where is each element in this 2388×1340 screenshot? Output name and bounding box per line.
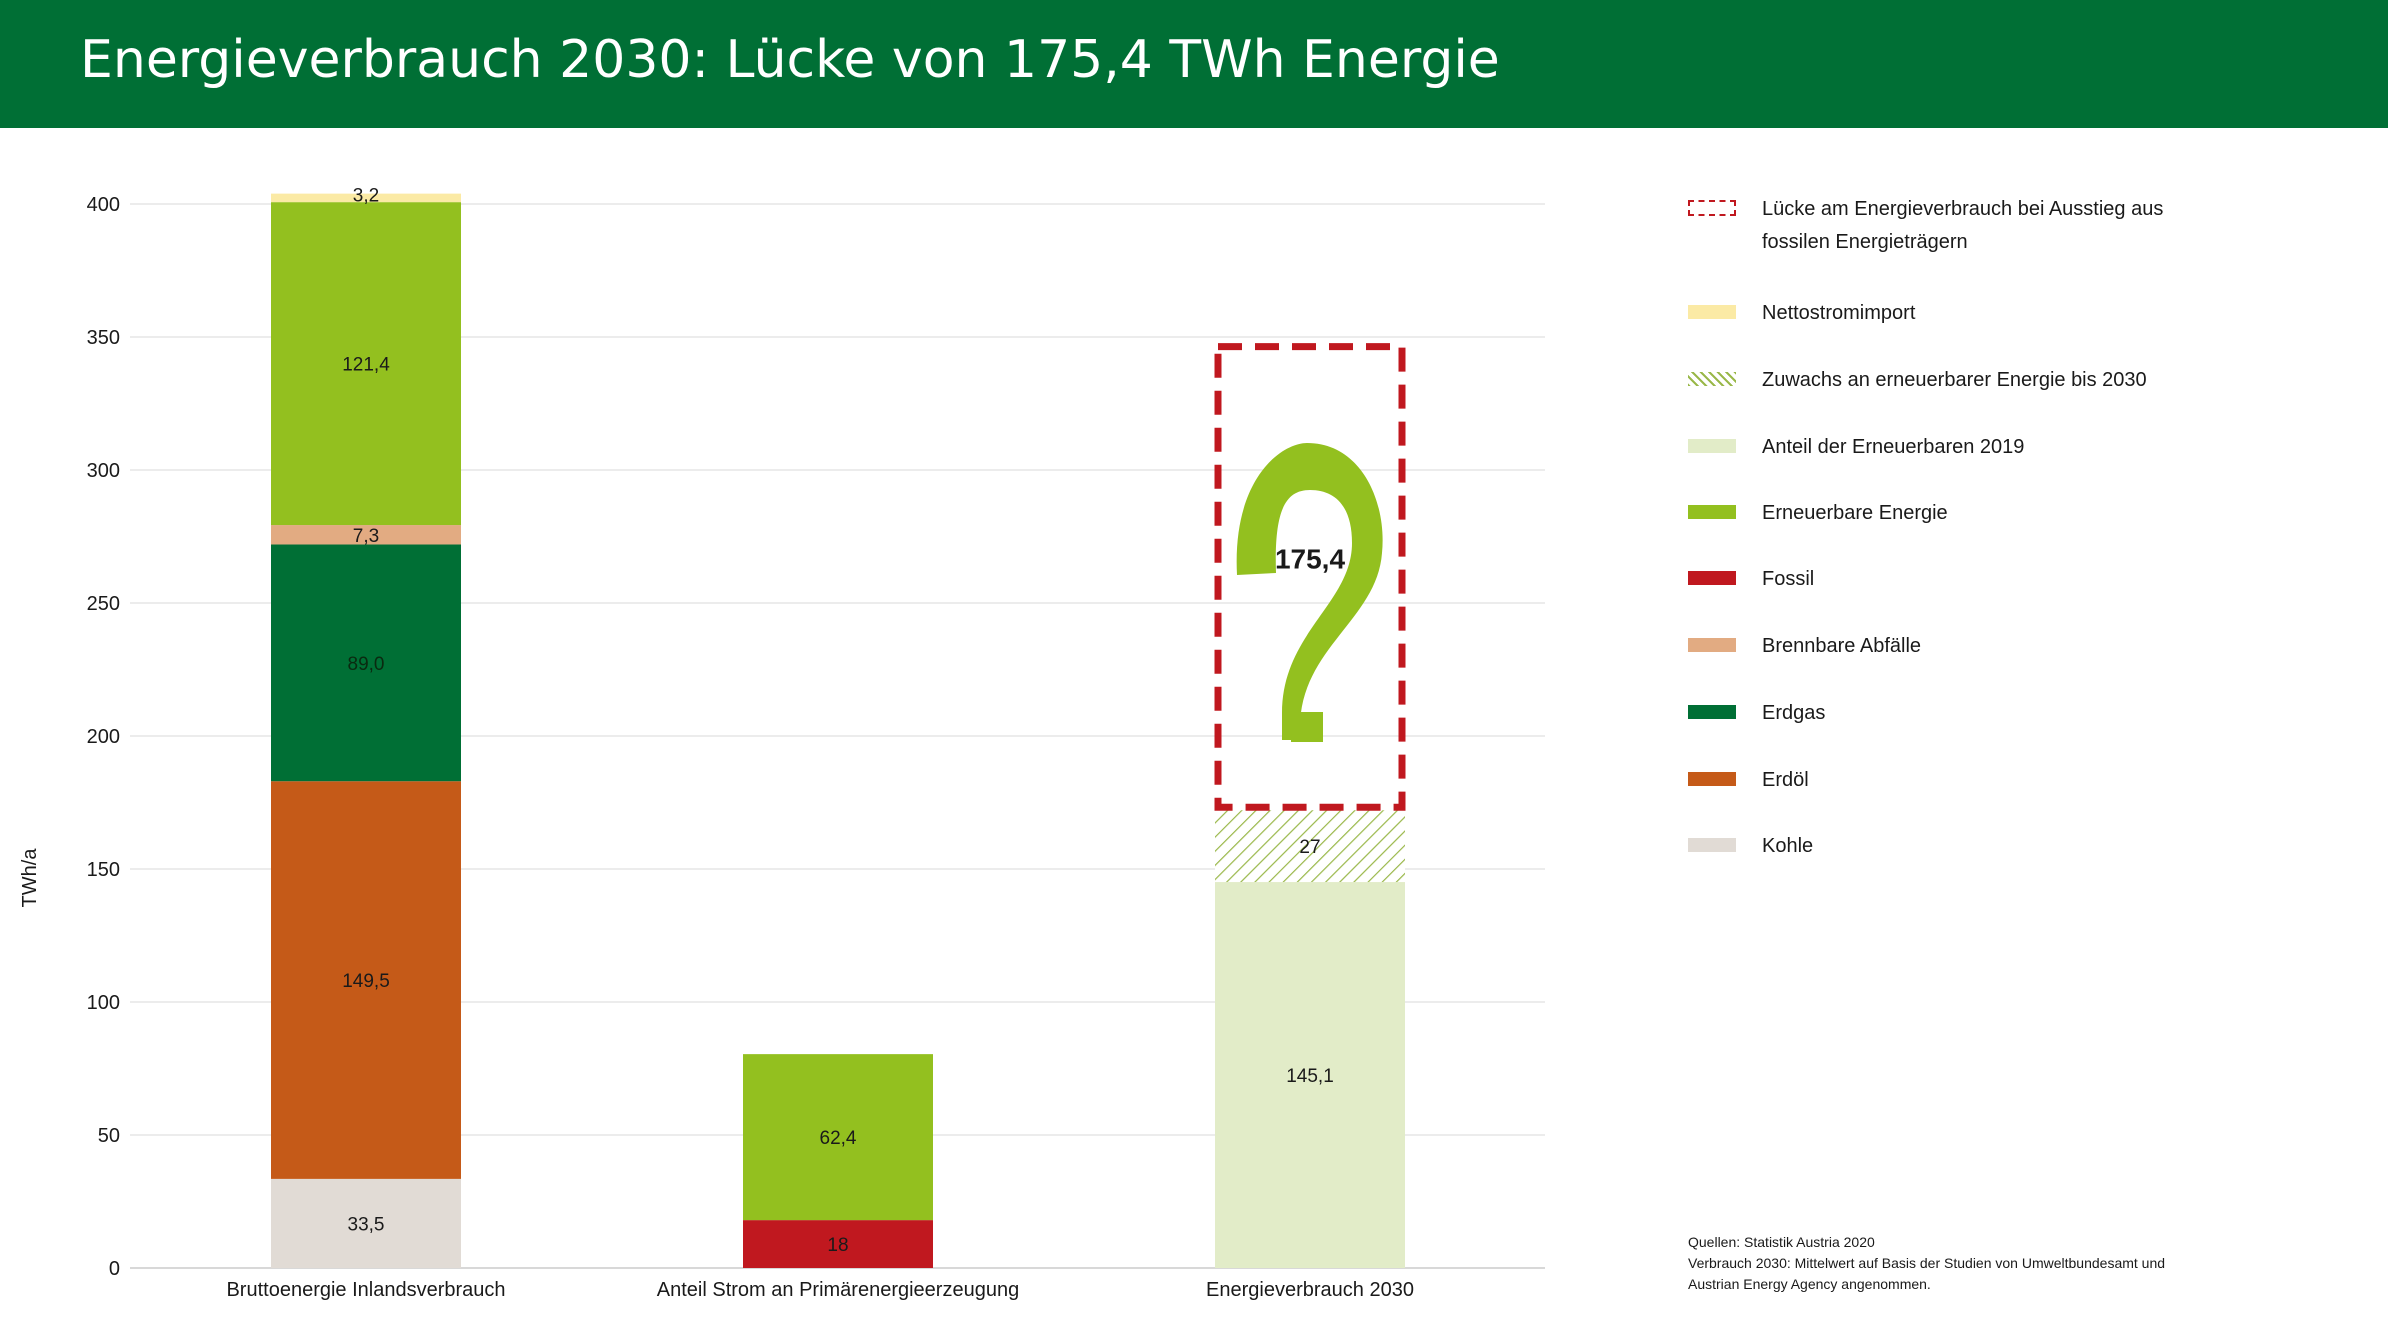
data-labels: 33,5 149,5 89,0 7,3 121,4 3,2 18 62,4 145,1 27 175…	[342, 186, 1345, 1256]
data-label: 121,4	[342, 355, 390, 376]
x-category-label: Bruttoenergie Inlandsverbrauch	[226, 1279, 505, 1301]
legend-swatch	[1688, 772, 1736, 786]
bar-segment-gap	[1214, 343, 1406, 811]
legend-label: Erdgas	[1762, 702, 1826, 724]
legend-swatch	[1688, 439, 1736, 453]
legend-swatch	[1688, 838, 1736, 852]
legend-swatch	[1688, 200, 1736, 216]
legend-label: Kohle	[1762, 835, 1814, 857]
question-mark-icon	[1236, 443, 1383, 742]
legend-swatch	[1688, 505, 1736, 519]
data-label: 3,2	[353, 186, 379, 207]
legend-swatch	[1688, 705, 1736, 719]
bar-segment	[743, 1054, 933, 1221]
legend-swatch	[1688, 638, 1736, 652]
header-bar: Energieverbrauch 2030: Lücke von 175,4 T…	[0, 0, 2388, 128]
data-label-gap: 175,4	[1275, 543, 1345, 574]
legend-swatch	[1688, 305, 1736, 319]
legend-swatch	[1688, 372, 1736, 386]
y-tick-label: 50	[98, 1125, 120, 1147]
y-tick-label: 300	[87, 460, 120, 482]
data-label: 7,3	[353, 526, 379, 547]
data-label: 27	[1299, 837, 1320, 858]
legend-label: Brennbare Abfälle	[1762, 635, 1922, 657]
legend-label: Anteil der Erneuerbaren 2019	[1762, 436, 2025, 458]
bar-segment	[271, 544, 461, 782]
y-tick-label: 150	[87, 859, 120, 881]
legend-label: Lücke am Energieverbrauch bei Ausstieg a…	[1762, 198, 2164, 253]
y-axis-ticks: 0 50 100 150 200 250 300 350 400	[87, 194, 120, 1280]
bars	[271, 193, 1406, 1268]
y-axis-label: TWh/a	[19, 848, 41, 908]
page-title: Energieverbrauch 2030: Lücke von 175,4 T…	[80, 30, 1500, 90]
data-label: 18	[827, 1235, 848, 1256]
y-tick-label: 200	[87, 726, 120, 748]
source-line-2: Verbrauch 2030: Mittelwert auf Basis der…	[1688, 1255, 2166, 1271]
legend-label: Nettostromimport	[1762, 302, 1916, 324]
x-category-label: Energieverbrauch 2030	[1206, 1279, 1414, 1301]
legend-swatch	[1688, 571, 1736, 585]
data-label: 89,0	[348, 654, 385, 675]
y-tick-label: 100	[87, 992, 120, 1014]
x-axis-categories: Bruttoenergie Inlandsverbrauch Anteil Str…	[226, 1279, 1413, 1301]
source-line-3: Austrian Energy Agency angenommen.	[1688, 1276, 1931, 1292]
stacked-bar-chart: 0 50 100 150 200 250 300 350 400 TWh/a 33,5 149,5…	[19, 186, 1545, 1301]
y-tick-label: 350	[87, 327, 120, 349]
bar-segment	[271, 781, 461, 1179]
bar-segment	[1215, 810, 1405, 883]
legend-label: Fossil	[1762, 568, 1815, 590]
source-note: Quellen: Statistik Austria 2020 Verbrauc…	[1688, 1232, 2308, 1295]
y-tick-label: 400	[87, 194, 120, 216]
data-label: 149,5	[342, 971, 390, 992]
bar-segment	[271, 202, 461, 526]
data-label: 62,4	[820, 1128, 857, 1149]
bar-segment	[1215, 882, 1405, 1268]
legend-label: Erneuerbare Energie	[1762, 502, 1948, 524]
x-category-label: Anteil Strom an Primärenergieerzeugung	[657, 1279, 1019, 1301]
y-tick-label: 250	[87, 593, 120, 615]
bar-segment	[743, 1220, 933, 1268]
bar-segment	[271, 1178, 461, 1268]
source-line-1: Quellen: Statistik Austria 2020	[1688, 1234, 1875, 1250]
y-tick-label: 0	[109, 1258, 120, 1280]
bar-segment	[271, 193, 461, 203]
data-label: 145,1	[1286, 1066, 1334, 1087]
data-label: 33,5	[348, 1214, 385, 1235]
legend-label: Zuwachs an erneuerbarer Energie bis 2030	[1762, 369, 2147, 391]
bar-segment	[271, 525, 461, 545]
legend-label: Erdöl	[1762, 769, 1809, 791]
